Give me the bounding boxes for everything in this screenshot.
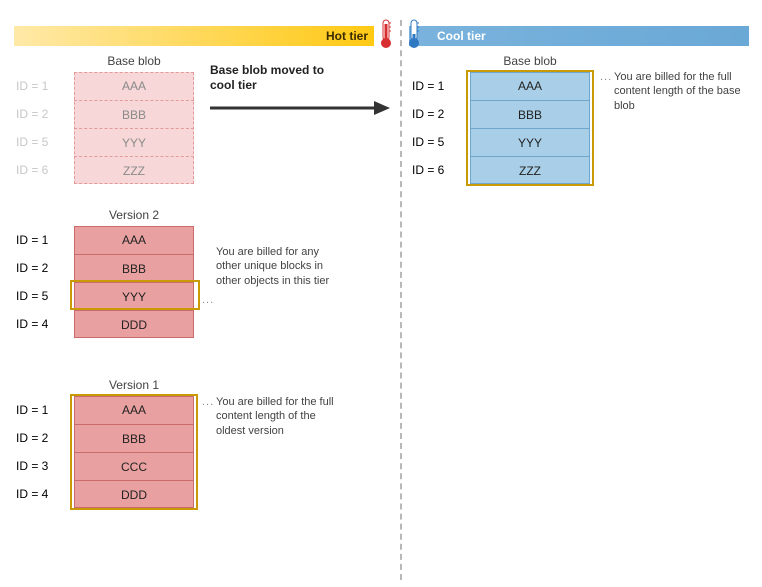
id-label: ID = 2 (410, 107, 470, 121)
move-arrow-icon (210, 98, 390, 118)
hot-base-blob: Base blob ID = 1AAA ID = 2BBB ID = 5YYY … (14, 54, 194, 184)
cool-thermometer-icon (406, 18, 422, 50)
id-label: ID = 5 (14, 289, 74, 303)
version2-title: Version 2 (74, 208, 194, 222)
cool-base-blob-title: Base blob (470, 54, 590, 68)
cool-base-blob: Base blob ID = 1AAA ID = 2BBB ID = 5YYY … (410, 54, 590, 184)
id-label: ID = 3 (14, 459, 74, 473)
version1-title: Version 1 (74, 378, 194, 392)
id-label: ID = 1 (14, 233, 74, 247)
id-label: ID = 4 (14, 317, 74, 331)
id-label: ID = 5 (14, 135, 74, 149)
id-label: ID = 5 (410, 135, 470, 149)
version1-caption: ... You are billed for the full content … (216, 395, 346, 438)
vertical-divider (400, 20, 402, 580)
cool-base-blob-caption: ... You are billed for the full content … (614, 70, 744, 113)
version1-blob: Version 1 ID = 1AAA ID = 2BBB ID = 3CCC … (14, 378, 194, 508)
id-label: ID = 2 (14, 261, 74, 275)
arrow-label: Base blob moved to cool tier (210, 63, 340, 93)
id-label: ID = 1 (14, 403, 74, 417)
hot-thermometer-icon (378, 18, 394, 50)
id-label: ID = 2 (14, 107, 74, 121)
id-label: ID = 6 (14, 163, 74, 177)
hot-tier-header: Hot tier (14, 26, 374, 46)
id-label: ID = 4 (14, 487, 74, 501)
id-label: ID = 1 (410, 79, 470, 93)
version2-caption: ... You are billed for any other unique … (216, 245, 346, 288)
version2-blob: Version 2 ID = 1AAA ID = 2BBB ID = 5YYY … (14, 208, 194, 338)
id-label: ID = 2 (14, 431, 74, 445)
id-label: ID = 1 (14, 79, 74, 93)
cool-tier-header: Cool tier (409, 26, 749, 46)
hot-base-blob-title: Base blob (74, 54, 194, 68)
id-label: ID = 6 (410, 163, 470, 177)
